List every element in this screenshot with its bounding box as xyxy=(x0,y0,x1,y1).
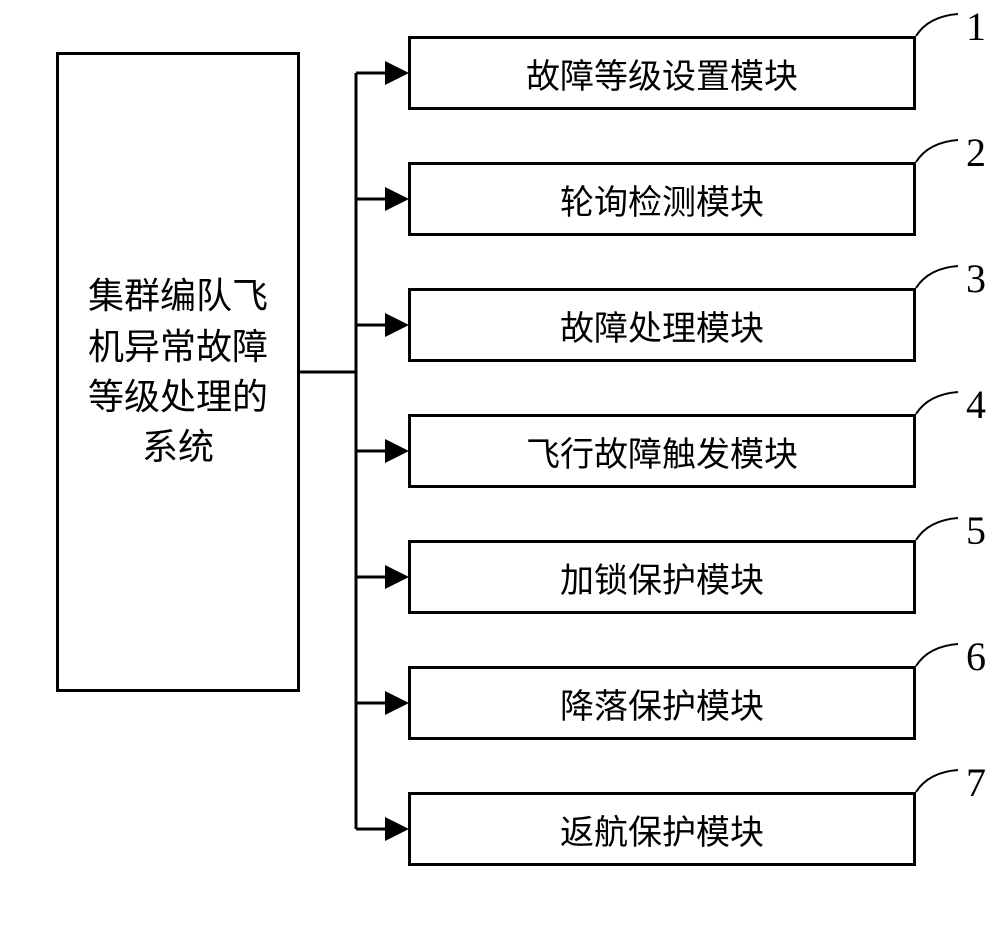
module-number-6: 6 xyxy=(966,633,986,680)
module-label: 降落保护模块 xyxy=(560,679,764,728)
module-label: 返航保护模块 xyxy=(560,805,764,854)
module-label: 飞行故障触发模块 xyxy=(526,427,798,476)
module-box-1: 故障等级设置模块 xyxy=(408,36,916,110)
module-label: 故障等级设置模块 xyxy=(526,49,798,98)
system-box-label: 集群编队飞机异常故障等级处理的系统 xyxy=(88,271,268,473)
module-box-2: 轮询检测模块 xyxy=(408,162,916,236)
module-box-4: 飞行故障触发模块 xyxy=(408,414,916,488)
system-box: 集群编队飞机异常故障等级处理的系统 xyxy=(56,52,300,692)
module-number-2: 2 xyxy=(966,129,986,176)
module-box-6: 降落保护模块 xyxy=(408,666,916,740)
module-number-5: 5 xyxy=(966,507,986,554)
module-number-4: 4 xyxy=(966,381,986,428)
module-box-7: 返航保护模块 xyxy=(408,792,916,866)
module-number-3: 3 xyxy=(966,255,986,302)
system-diagram: 集群编队飞机异常故障等级处理的系统 故障等级设置模块 轮询检测模块 故障处理模块… xyxy=(0,0,1000,934)
module-label: 轮询检测模块 xyxy=(560,175,764,224)
module-box-5: 加锁保护模块 xyxy=(408,540,916,614)
module-number-1: 1 xyxy=(966,3,986,50)
module-number-7: 7 xyxy=(966,759,986,806)
module-label: 故障处理模块 xyxy=(560,301,764,350)
module-label: 加锁保护模块 xyxy=(560,553,764,602)
module-box-3: 故障处理模块 xyxy=(408,288,916,362)
